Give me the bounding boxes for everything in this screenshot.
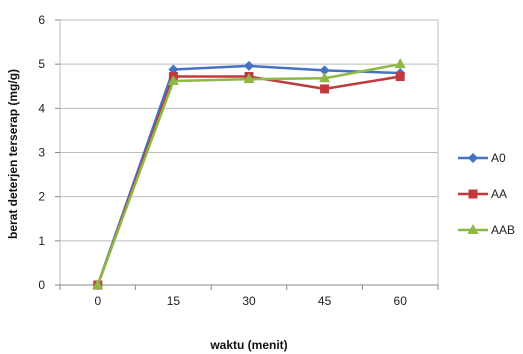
legend-label-aa: AA (491, 187, 507, 201)
x-tick-label: 60 (394, 294, 408, 308)
y-axis-title: berat deterjen terserap (mg/g) (6, 69, 20, 239)
data-point-aab (394, 58, 406, 69)
legend: A0 AA AAB (458, 151, 515, 237)
y-tick-label: 3 (38, 146, 45, 160)
y-tick-label: 0 (38, 278, 45, 292)
data-point-a0 (319, 65, 330, 76)
legend-marker-aa (468, 189, 478, 199)
x-tick-label: 45 (318, 294, 332, 308)
series-line-aab (96, 62, 401, 286)
data-point-aa (320, 84, 330, 94)
x-tick-label: 15 (167, 294, 181, 308)
data-point-a0 (168, 64, 179, 75)
gridlines (60, 19, 438, 286)
y-tick-label: 2 (38, 190, 45, 204)
y-tick-label: 6 (38, 13, 45, 27)
data-point-aab (243, 73, 255, 84)
legend-label-a0: A0 (491, 151, 506, 165)
data-point-a0 (244, 60, 254, 71)
y-tick-label: 5 (38, 57, 45, 71)
x-tick-label: 30 (242, 294, 256, 308)
x-tick-label: 0 (94, 294, 101, 308)
legend-marker-aab (467, 224, 479, 234)
data-point-aab (167, 74, 179, 85)
x-axis-title: waktu (menit) (209, 338, 287, 352)
data-point-aa (395, 72, 405, 82)
series-line-aa (96, 75, 401, 286)
y-tick-label: 4 (38, 101, 45, 115)
legend-label-aab: AAB (491, 223, 515, 237)
legend-marker-a0 (468, 153, 478, 163)
y-tick-label: 1 (38, 234, 45, 248)
series-group (92, 58, 406, 290)
data-point-aab (92, 279, 104, 289)
series-line-a0 (96, 64, 401, 286)
data-point-aab (319, 72, 331, 83)
